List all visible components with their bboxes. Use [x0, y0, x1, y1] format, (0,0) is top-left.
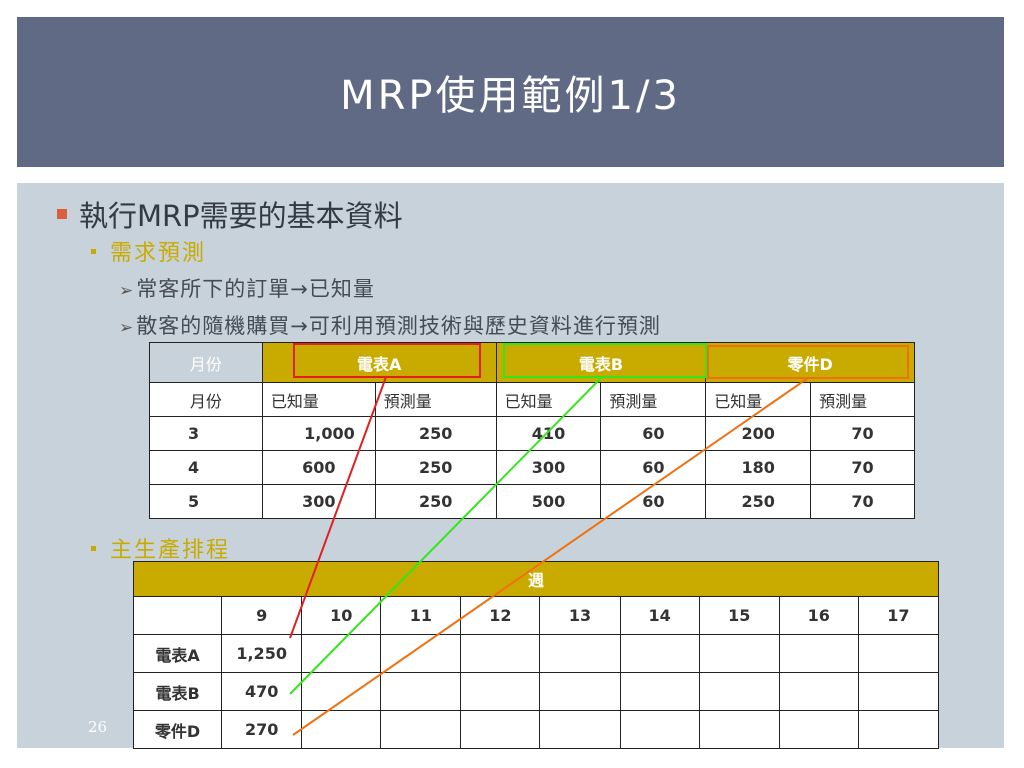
table-cell: 4 [149, 450, 263, 485]
mps-cell [380, 672, 462, 711]
mps-cell [778, 710, 859, 749]
mps-cell [619, 672, 700, 711]
table-cell: 70 [810, 416, 915, 451]
bullet-mps-text: 主生產排程 [110, 538, 231, 563]
table-cell: 5 [149, 484, 263, 519]
bullet-known: ➢常客所下的訂單→已知量 [119, 273, 375, 303]
mps-cell [857, 672, 940, 711]
mps-week-corner [132, 596, 223, 635]
mps-cell [539, 672, 621, 711]
mps-row-label: 零件D [132, 710, 223, 749]
mps-cell: 470 [221, 672, 303, 711]
title-bar: MRP使用範例1/3 [17, 17, 1004, 167]
mps-cell: 270 [221, 710, 303, 749]
table-cell: 60 [600, 450, 707, 485]
table-cell: 60 [600, 416, 707, 451]
table-cell: 300 [261, 484, 376, 519]
mps-week: 16 [778, 596, 859, 635]
mps-cell [619, 710, 700, 749]
bullet-forecast: ➢散客的隨機購買→可利用預測技術與歷史資料進行預測 [119, 310, 661, 340]
square-bullet-icon [57, 209, 67, 219]
bullet-demand: 需求預測 [91, 235, 206, 267]
table-header-part-d: 零件D [705, 342, 915, 383]
mps-cell [460, 710, 541, 749]
table-cell: 200 [705, 416, 812, 451]
highlight-box-meter-a [293, 343, 481, 378]
connector-line-meter-a [289, 376, 387, 639]
table-subheader: 已知量 [261, 382, 376, 417]
bullet-demand-text: 需求預測 [110, 241, 207, 266]
mps-cell [380, 710, 462, 749]
arrow-bullet-icon: ➢ [119, 281, 135, 301]
mps-cell [301, 710, 382, 749]
bullet-known-text: 常客所下的訂單→已知量 [136, 277, 375, 301]
mps-cell [857, 634, 940, 673]
mps-cell [778, 634, 859, 673]
table-header-month: 月份 [149, 342, 263, 383]
table-cell: 70 [810, 450, 915, 485]
slide-number: 26 [88, 718, 108, 736]
table-cell: 250 [374, 450, 497, 485]
table-row: 零件D 270 [132, 710, 940, 749]
table-cell: 70 [810, 484, 915, 519]
table-cell: 410 [495, 416, 602, 451]
mps-cell [857, 710, 940, 749]
mps-week: 9 [221, 596, 303, 635]
mps-cell [380, 634, 462, 673]
mps-cell [778, 672, 859, 711]
bullet-forecast-text: 散客的隨機購買→可利用預測技術與歷史資料進行預測 [136, 314, 661, 338]
mps-week: 12 [460, 596, 541, 635]
mps-cell [539, 710, 621, 749]
mps-week: 15 [698, 596, 780, 635]
table-subheader: 預測量 [374, 382, 497, 417]
slide-title: MRP使用範例1/3 [340, 73, 681, 119]
connector-line-meter-b [289, 376, 603, 695]
mps-week: 13 [539, 596, 621, 635]
bullet-mps: 主生產排程 [91, 532, 230, 564]
mps-cell [698, 672, 780, 711]
table-row: 電表A 1,250 [132, 634, 940, 673]
table-row: 4 600 250 300 60 180 70 [149, 450, 915, 485]
mps-cell [301, 634, 382, 673]
table-cell: 500 [495, 484, 602, 519]
table-cell: 1,000 [261, 416, 376, 451]
table-row: 5 300 250 500 60 250 70 [149, 484, 915, 519]
arrow-bullet-icon: ➢ [119, 318, 135, 338]
table-cell: 250 [374, 484, 497, 519]
table-subheader: 預測量 [600, 382, 707, 417]
table-row: 3 1,000 250 410 60 200 70 [149, 416, 915, 451]
mps-week: 14 [619, 596, 700, 635]
mps-table: 週 9 10 11 12 13 14 15 16 17 電表A 1,250 電表… [132, 561, 940, 749]
mps-cell: 1,250 [221, 634, 303, 673]
table-subheader: 預測量 [810, 382, 915, 417]
mps-cell [619, 634, 700, 673]
table-row: 電表B 470 [132, 672, 940, 711]
mps-row-label: 電表B [132, 672, 223, 711]
mps-cell [698, 710, 780, 749]
mps-week: 17 [857, 596, 940, 635]
bullet-level1-text: 執行MRP需要的基本資料 [79, 199, 403, 233]
highlight-box-meter-b [503, 343, 707, 378]
small-square-bullet-icon [91, 545, 96, 551]
small-square-bullet-icon [91, 248, 96, 254]
table-cell: 180 [705, 450, 812, 485]
table-cell: 60 [600, 484, 707, 519]
highlight-box-part-d [707, 345, 909, 379]
bullet-level1: 執行MRP需要的基本資料 [57, 193, 403, 235]
mps-cell [698, 634, 780, 673]
table-cell: 250 [705, 484, 812, 519]
table-cell: 3 [149, 416, 263, 451]
demand-table: 月份 電表A 電表B 零件D 月份 已知量 預測量 已知量 預測量 已知量 預測… [149, 342, 915, 519]
mps-cell [460, 672, 541, 711]
table-subheader: 已知量 [495, 382, 602, 417]
connector-line-part-d [292, 377, 809, 736]
